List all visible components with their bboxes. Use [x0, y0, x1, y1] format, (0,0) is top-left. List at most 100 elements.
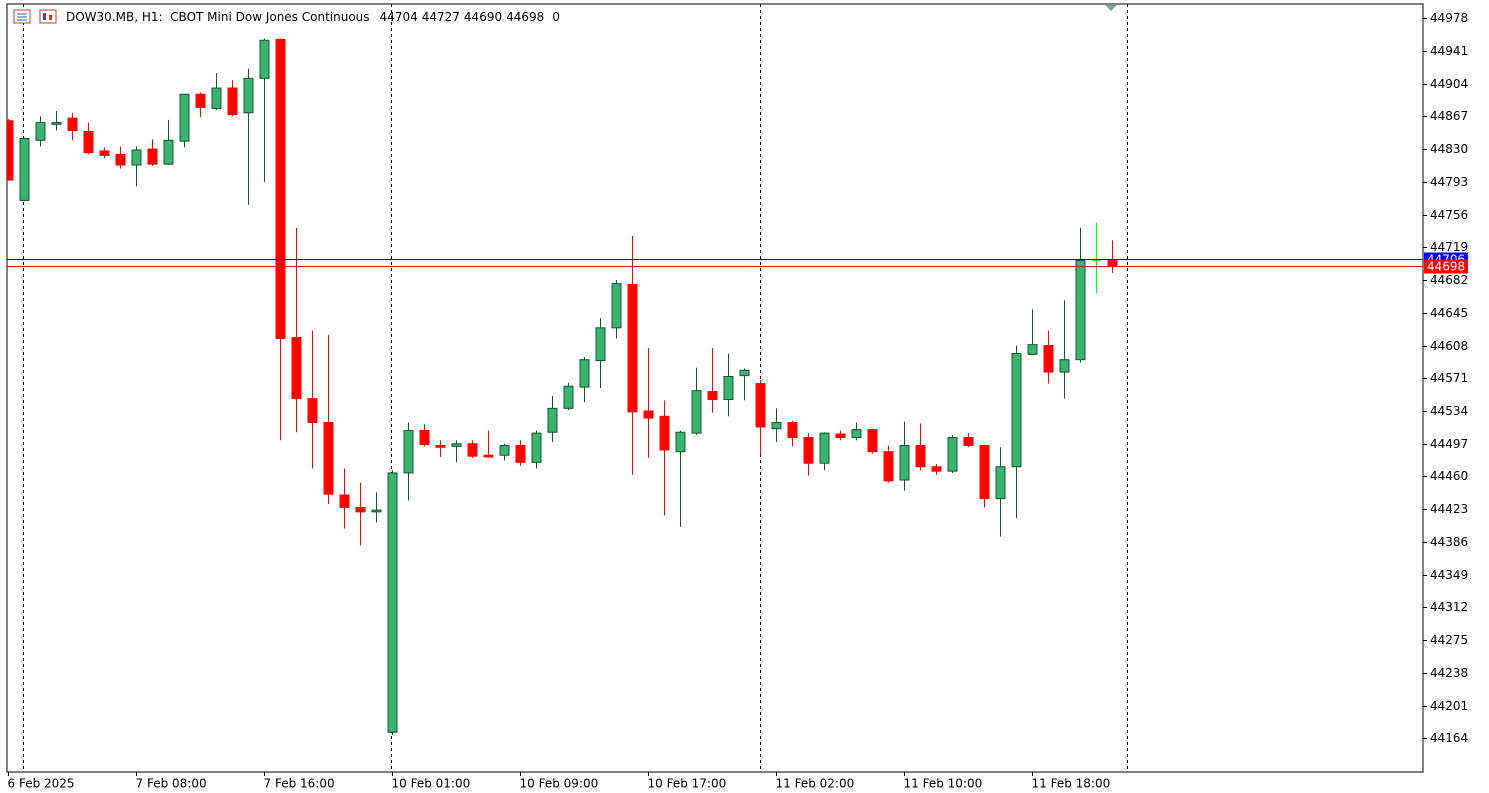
y-tick-label: 44571 [1430, 371, 1468, 385]
y-tick-label: 44719 [1430, 240, 1468, 254]
body [531, 432, 542, 463]
y-tick-label: 44423 [1430, 502, 1468, 516]
body [323, 422, 334, 495]
body [163, 139, 174, 165]
body [195, 93, 206, 109]
body [675, 431, 686, 453]
plot-area [6, 3, 1424, 773]
body [947, 437, 958, 472]
y-tick-label: 44793 [1430, 175, 1468, 189]
y-tick-label: 44497 [1430, 437, 1468, 451]
body [1027, 344, 1038, 355]
body [787, 422, 798, 439]
x-tick-label: 6 Feb 2025 [8, 777, 75, 791]
x-tick-label: 10 Feb 01:00 [392, 777, 471, 791]
body [579, 359, 590, 388]
body [771, 422, 782, 430]
overlay: 44978 44941 44904 44867 44830 44793 44756 44719… [7, 11, 1468, 791]
body [451, 443, 462, 447]
body [467, 443, 478, 457]
x-tick-label: 7 Feb 08:00 [136, 777, 207, 791]
body [259, 39, 270, 79]
y-tick-label: 44867 [1430, 109, 1468, 123]
icon-chart[interactable] [39, 9, 57, 24]
shift-marker[interactable] [1105, 5, 1117, 11]
x-tick-label: 10 Feb 17:00 [648, 777, 727, 791]
body [595, 327, 606, 362]
y-tick-label: 44608 [1430, 339, 1468, 353]
body [1059, 359, 1070, 373]
body [1011, 352, 1022, 468]
body [963, 437, 974, 447]
body [371, 509, 382, 513]
header-open: 44704 [380, 10, 418, 24]
x-tick-label: 7 Feb 16:00 [264, 777, 335, 791]
y-tick-label: 44682 [1430, 273, 1468, 287]
toolbar-icons[interactable] [13, 9, 57, 24]
body [291, 337, 302, 400]
y-tick-label: 44534 [1430, 404, 1468, 418]
body [627, 283, 638, 413]
body [275, 38, 286, 339]
body [419, 429, 430, 446]
body [643, 410, 654, 419]
header-high: 44727 [422, 10, 460, 24]
body [851, 429, 862, 439]
body [7, 120, 14, 181]
body [995, 466, 1006, 500]
body [67, 117, 78, 132]
body [979, 445, 990, 500]
body [563, 385, 574, 409]
body [179, 93, 190, 142]
body [499, 445, 510, 456]
header: DOW30.MB, H1: CBOT Mini Dow Jones Contin… [66, 10, 560, 24]
body [515, 445, 526, 463]
body [1107, 260, 1118, 267]
body [547, 407, 558, 433]
body [755, 383, 766, 428]
x-tick-label: 11 Feb 18:00 [1032, 777, 1111, 791]
body [355, 506, 366, 513]
price-label: 44698 [1427, 260, 1465, 274]
y-tick-label: 44386 [1430, 535, 1468, 549]
x-tick-label: 11 Feb 10:00 [904, 777, 983, 791]
y-tick-label: 44830 [1430, 142, 1468, 156]
body [867, 429, 878, 453]
candles [7, 38, 1118, 735]
symbol-title: DOW30.MB, H1: CBOT Mini Dow Jones Contin… [66, 10, 370, 24]
y-tick-label: 44460 [1430, 469, 1468, 483]
body [35, 122, 46, 141]
body [819, 432, 830, 464]
body [739, 369, 750, 377]
body [723, 375, 734, 401]
x-tick-label: 11 Feb 02:00 [776, 777, 855, 791]
y-tick-label: 44756 [1430, 208, 1468, 222]
body [83, 130, 94, 154]
header-low: 44690 [464, 10, 502, 24]
body [435, 445, 446, 448]
body [659, 415, 670, 451]
body [483, 454, 494, 458]
body [403, 429, 414, 474]
body [387, 472, 398, 733]
body [1075, 260, 1086, 361]
body [339, 494, 350, 508]
y-tick-label: 44941 [1430, 44, 1468, 58]
y-tick-label: 44238 [1430, 666, 1468, 680]
body [931, 466, 942, 472]
y-tick-label: 44201 [1430, 699, 1468, 713]
y-tick-label: 44312 [1430, 600, 1468, 614]
body [211, 87, 222, 109]
body [147, 148, 158, 165]
y-tick-label: 44904 [1430, 77, 1468, 91]
body [115, 153, 126, 166]
x-tick-label: 10 Feb 09:00 [520, 777, 599, 791]
body [803, 437, 814, 464]
body [835, 433, 846, 439]
body [227, 87, 238, 116]
header-close: 44698 [506, 10, 544, 24]
body [915, 445, 926, 468]
body [707, 391, 718, 401]
body [883, 451, 894, 482]
